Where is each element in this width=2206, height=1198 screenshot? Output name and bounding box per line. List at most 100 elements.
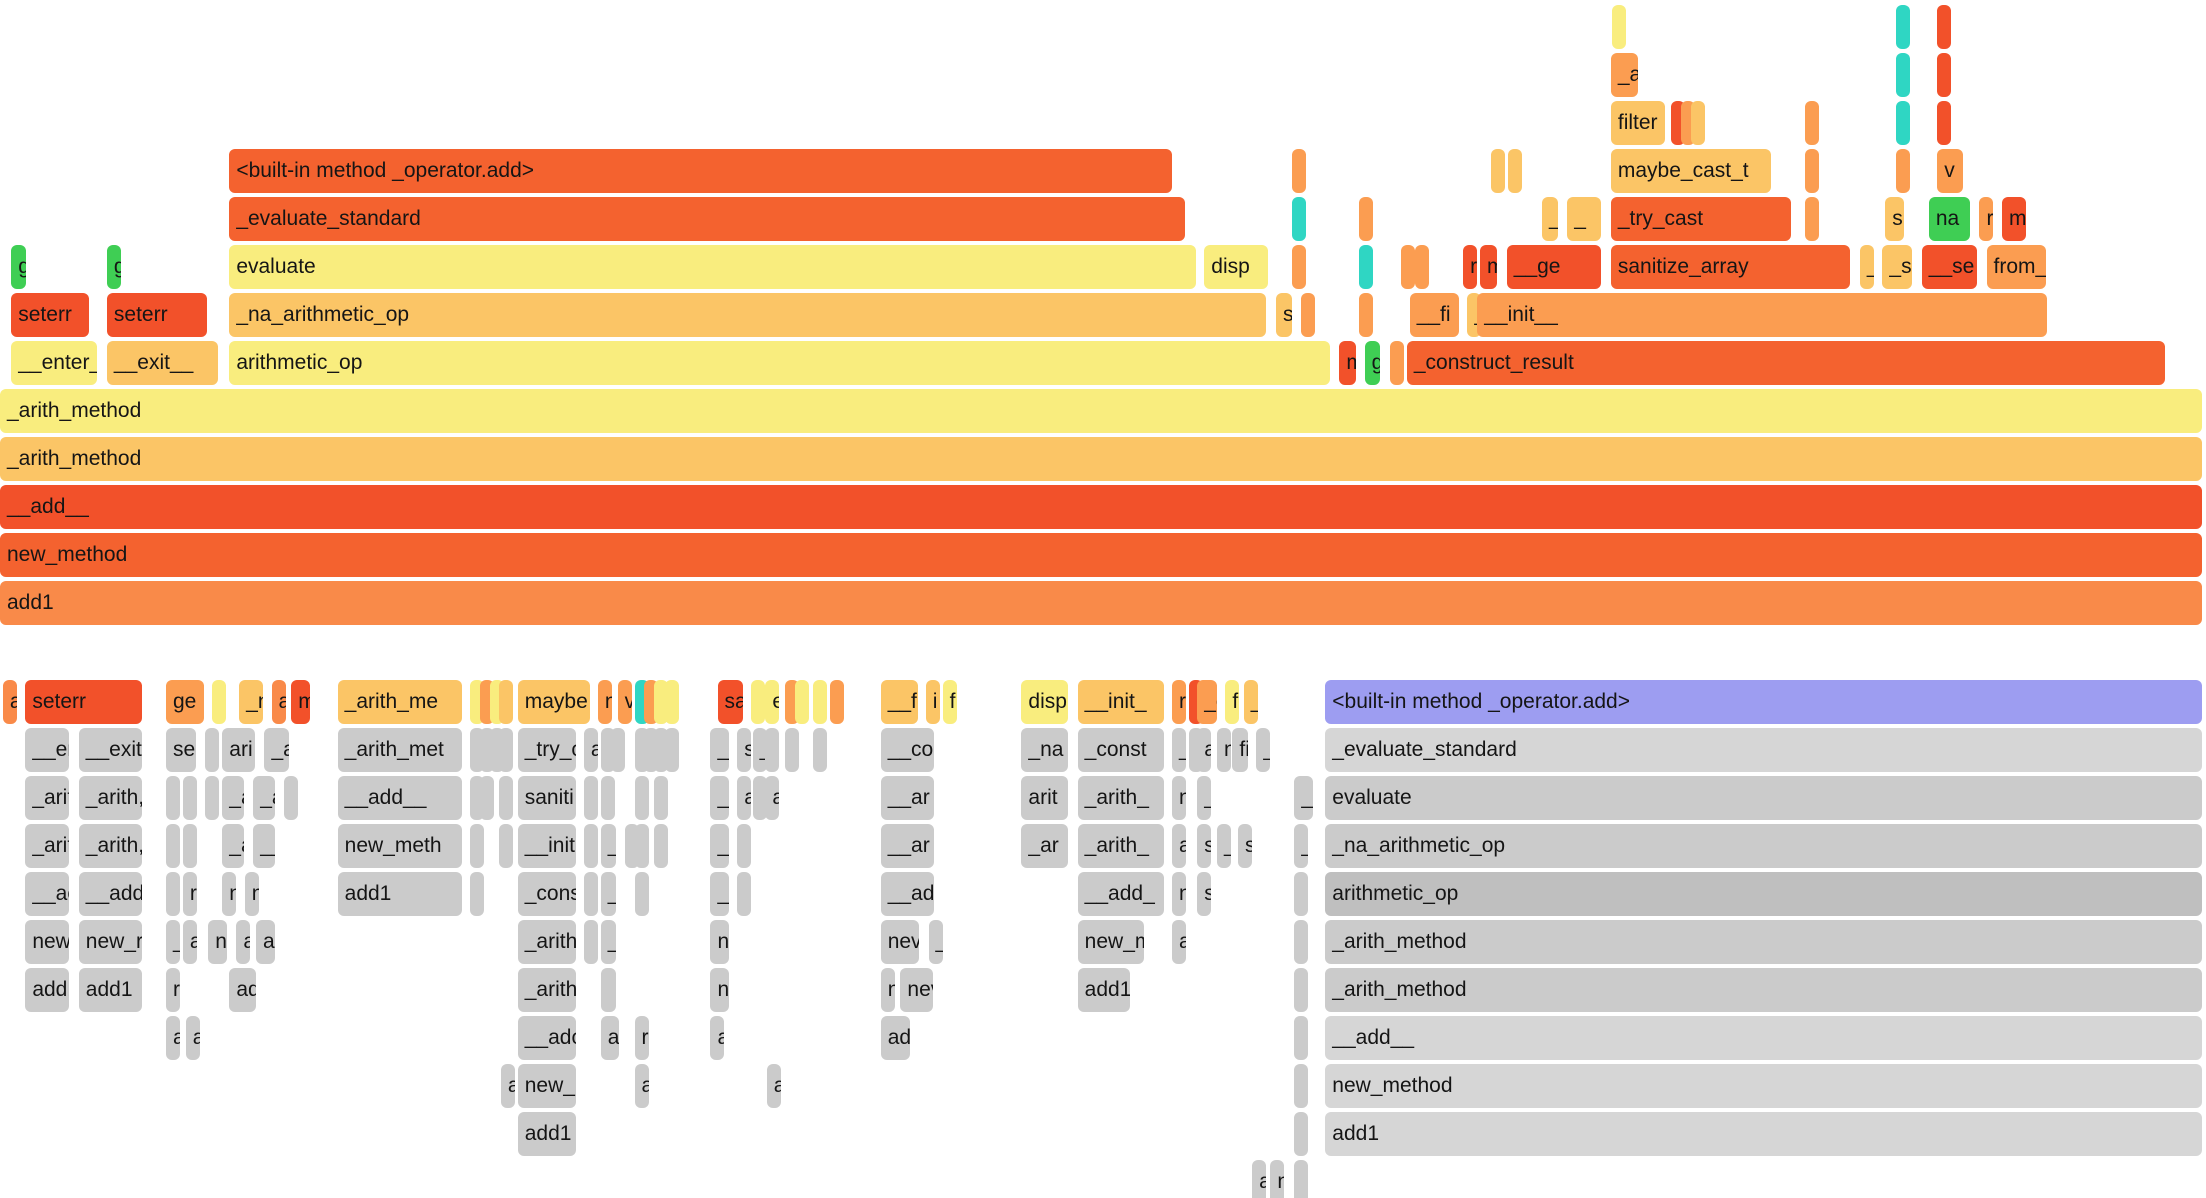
flame-frame-sliver[interactable] <box>469 872 484 916</box>
flame-frame[interactable]: _na_arithmetic_op <box>1325 824 2202 868</box>
flame-frame[interactable]: __ <box>253 824 275 868</box>
flame-frame[interactable]: __add <box>78 872 143 916</box>
flame-frame[interactable]: __init_ <box>1077 680 1164 724</box>
flame-frame[interactable]: r <box>1171 680 1186 724</box>
flame-frame[interactable]: n <box>222 872 237 916</box>
flame-frame[interactable]: _a <box>222 776 244 820</box>
flame-frame[interactable]: _arith_ <box>1077 824 1164 868</box>
flame-frame[interactable]: __add__ <box>337 776 462 820</box>
flame-frame[interactable]: a <box>271 680 286 724</box>
flame-frame[interactable]: r <box>182 872 197 916</box>
flame-frame[interactable]: _arith <box>517 968 576 1012</box>
flame-frame[interactable]: a <box>765 776 780 820</box>
flame-frame-sliver[interactable] <box>499 776 514 820</box>
flame-frame-sliver[interactable] <box>1896 5 1911 49</box>
flame-frame[interactable]: s <box>1885 197 1904 241</box>
flame-frame-sliver[interactable] <box>1359 293 1374 337</box>
flame-frame[interactable]: _arith_me <box>337 680 462 724</box>
flame-frame-sliver[interactable] <box>182 824 197 868</box>
flame-frame-sliver[interactable] <box>1294 920 1309 964</box>
flame-frame[interactable]: _try_c <box>517 728 576 772</box>
flame-frame-sliver[interactable] <box>583 776 598 820</box>
flame-frame-sliver[interactable] <box>665 680 680 724</box>
flame-frame-sliver[interactable] <box>1415 245 1430 289</box>
flame-frame[interactable]: arithmetic_op <box>1325 872 2202 916</box>
flame-frame[interactable]: _ <box>928 920 943 964</box>
flame-frame[interactable]: _evaluate_standard <box>229 197 1185 241</box>
flame-frame[interactable]: new_meth <box>337 824 462 868</box>
flame-frame[interactable]: r <box>1979 197 1994 241</box>
flame-frame[interactable]: _arit <box>25 824 70 868</box>
flame-frame[interactable]: _const <box>1077 728 1164 772</box>
flame-frame[interactable]: seterr <box>106 293 208 337</box>
flame-frame[interactable]: _na <box>1021 728 1069 772</box>
flame-frame[interactable]: a <box>185 1016 200 1060</box>
flame-frame[interactable]: fi <box>1232 728 1249 772</box>
flame-frame[interactable]: _m <box>1294 776 1313 820</box>
flame-frame[interactable]: _ <box>1256 728 1271 772</box>
flame-frame[interactable]: a <box>1252 1160 1267 1198</box>
flame-frame[interactable]: nc <box>1171 872 1186 916</box>
flame-frame[interactable]: _ <box>166 920 180 964</box>
flame-frame[interactable]: arithmetic_op <box>229 341 1330 385</box>
flame-frame[interactable]: _arith_met <box>337 728 462 772</box>
flame-frame[interactable]: n <box>597 680 612 724</box>
flame-frame-sliver[interactable] <box>634 776 649 820</box>
flame-frame-sliver[interactable] <box>1491 149 1506 193</box>
flame-frame-sliver[interactable] <box>166 824 180 868</box>
flame-frame[interactable]: saniti <box>517 776 576 820</box>
flame-frame-sliver[interactable] <box>813 680 828 724</box>
flame-frame-sliver[interactable] <box>1359 197 1374 241</box>
flame-frame[interactable]: a <box>710 1016 725 1060</box>
flame-frame-sliver[interactable] <box>1294 968 1309 1012</box>
flame-frame[interactable]: ge <box>166 680 205 724</box>
flame-frame[interactable]: _arith, <box>78 824 143 868</box>
flame-frame-sliver[interactable] <box>1805 197 1820 241</box>
flame-frame[interactable]: add1 <box>25 968 70 1012</box>
flame-frame-sliver[interactable] <box>654 728 669 772</box>
flame-frame-sliver[interactable] <box>1401 245 1416 289</box>
flame-frame[interactable]: s <box>1238 824 1253 868</box>
flame-frame[interactable]: ac <box>1171 920 1186 964</box>
flame-frame[interactable]: ac <box>256 920 275 964</box>
flame-frame[interactable]: _a <box>710 824 729 868</box>
flame-frame-sliver[interactable] <box>654 776 669 820</box>
flame-frame-sliver[interactable] <box>610 728 625 772</box>
flame-frame-sliver[interactable] <box>634 872 649 916</box>
flame-frame[interactable]: disp <box>1021 680 1069 724</box>
flame-frame[interactable]: add1 <box>0 581 2202 625</box>
flame-frame[interactable]: __se <box>1921 245 1977 289</box>
flame-frame-sliver[interactable] <box>1291 245 1306 289</box>
flame-frame[interactable]: s <box>1197 872 1212 916</box>
flame-frame-sliver[interactable] <box>166 776 180 820</box>
flame-frame[interactable]: _arith, <box>78 776 143 820</box>
flame-frame[interactable]: a <box>1171 824 1186 868</box>
flame-frame[interactable]: __exit__ <box>106 341 219 385</box>
flame-frame[interactable]: f <box>1225 680 1240 724</box>
flame-frame-sliver[interactable] <box>600 968 617 1012</box>
flame-frame[interactable]: add1 <box>1325 1112 2202 1156</box>
flame-frame[interactable]: __ad <box>880 872 935 916</box>
flame-frame-sliver[interactable] <box>1508 149 1523 193</box>
flame-frame-sliver[interactable] <box>1294 1112 1309 1156</box>
flame-frame[interactable]: add1 <box>517 1112 576 1156</box>
flame-frame[interactable]: ne <box>710 920 729 964</box>
flame-frame[interactable]: _n <box>239 680 264 724</box>
flame-frame[interactable]: se <box>166 728 196 772</box>
flame-frame-sliver[interactable] <box>583 824 598 868</box>
flame-frame[interactable]: filter <box>1610 101 1665 145</box>
flame-frame[interactable]: _na_arithmetic_op <box>229 293 1267 337</box>
flame-frame[interactable]: __a <box>710 872 729 916</box>
flame-frame[interactable]: a <box>583 728 598 772</box>
flame-frame[interactable]: _arit <box>25 776 70 820</box>
flame-frame[interactable]: _arith_method <box>1325 920 2202 964</box>
flame-frame-selected[interactable]: <built-in method _operator.add> <box>1325 680 2202 724</box>
flame-frame[interactable]: ne <box>208 920 227 964</box>
flame-frame[interactable]: from_ <box>1986 245 2046 289</box>
flame-frame[interactable]: a <box>500 1064 515 1108</box>
flame-frame-sliver[interactable] <box>1390 341 1404 385</box>
flame-frame[interactable]: m <box>1480 245 1498 289</box>
flame-frame[interactable]: __fi <box>1409 293 1460 337</box>
flame-frame[interactable]: _ <box>1567 197 1602 241</box>
